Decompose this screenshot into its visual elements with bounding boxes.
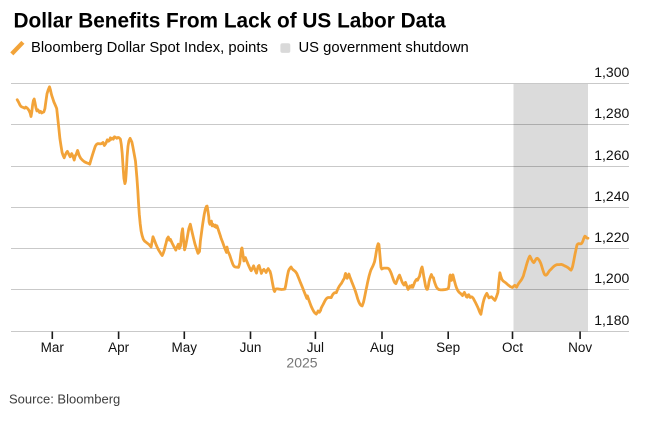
svg-text:1,200: 1,200 <box>594 270 629 286</box>
svg-text:1,240: 1,240 <box>594 188 629 204</box>
svg-text:Oct: Oct <box>502 340 523 355</box>
svg-text:1,180: 1,180 <box>594 312 629 328</box>
svg-text:Sep: Sep <box>436 340 460 355</box>
svg-text:Dollar Benefits From Lack of U: Dollar Benefits From Lack of US Labor Da… <box>14 10 447 33</box>
svg-text:Jul: Jul <box>307 340 324 355</box>
svg-text:1,300: 1,300 <box>594 64 629 80</box>
svg-text:Nov: Nov <box>568 340 592 355</box>
svg-text:Bloomberg Dollar Spot Index, p: Bloomberg Dollar Spot Index, points <box>31 40 268 56</box>
svg-text:Aug: Aug <box>370 340 394 355</box>
svg-text:Jun: Jun <box>240 340 262 355</box>
svg-text:Mar: Mar <box>41 340 65 355</box>
svg-text:1,260: 1,260 <box>594 147 629 163</box>
svg-text:2025: 2025 <box>286 355 317 371</box>
svg-text:Source: Bloomberg: Source: Bloomberg <box>9 392 120 407</box>
svg-text:US government shutdown: US government shutdown <box>299 40 469 56</box>
svg-text:1,220: 1,220 <box>594 229 629 245</box>
svg-text:May: May <box>172 340 198 355</box>
svg-text:Apr: Apr <box>108 340 130 355</box>
svg-text:1,280: 1,280 <box>594 105 629 121</box>
